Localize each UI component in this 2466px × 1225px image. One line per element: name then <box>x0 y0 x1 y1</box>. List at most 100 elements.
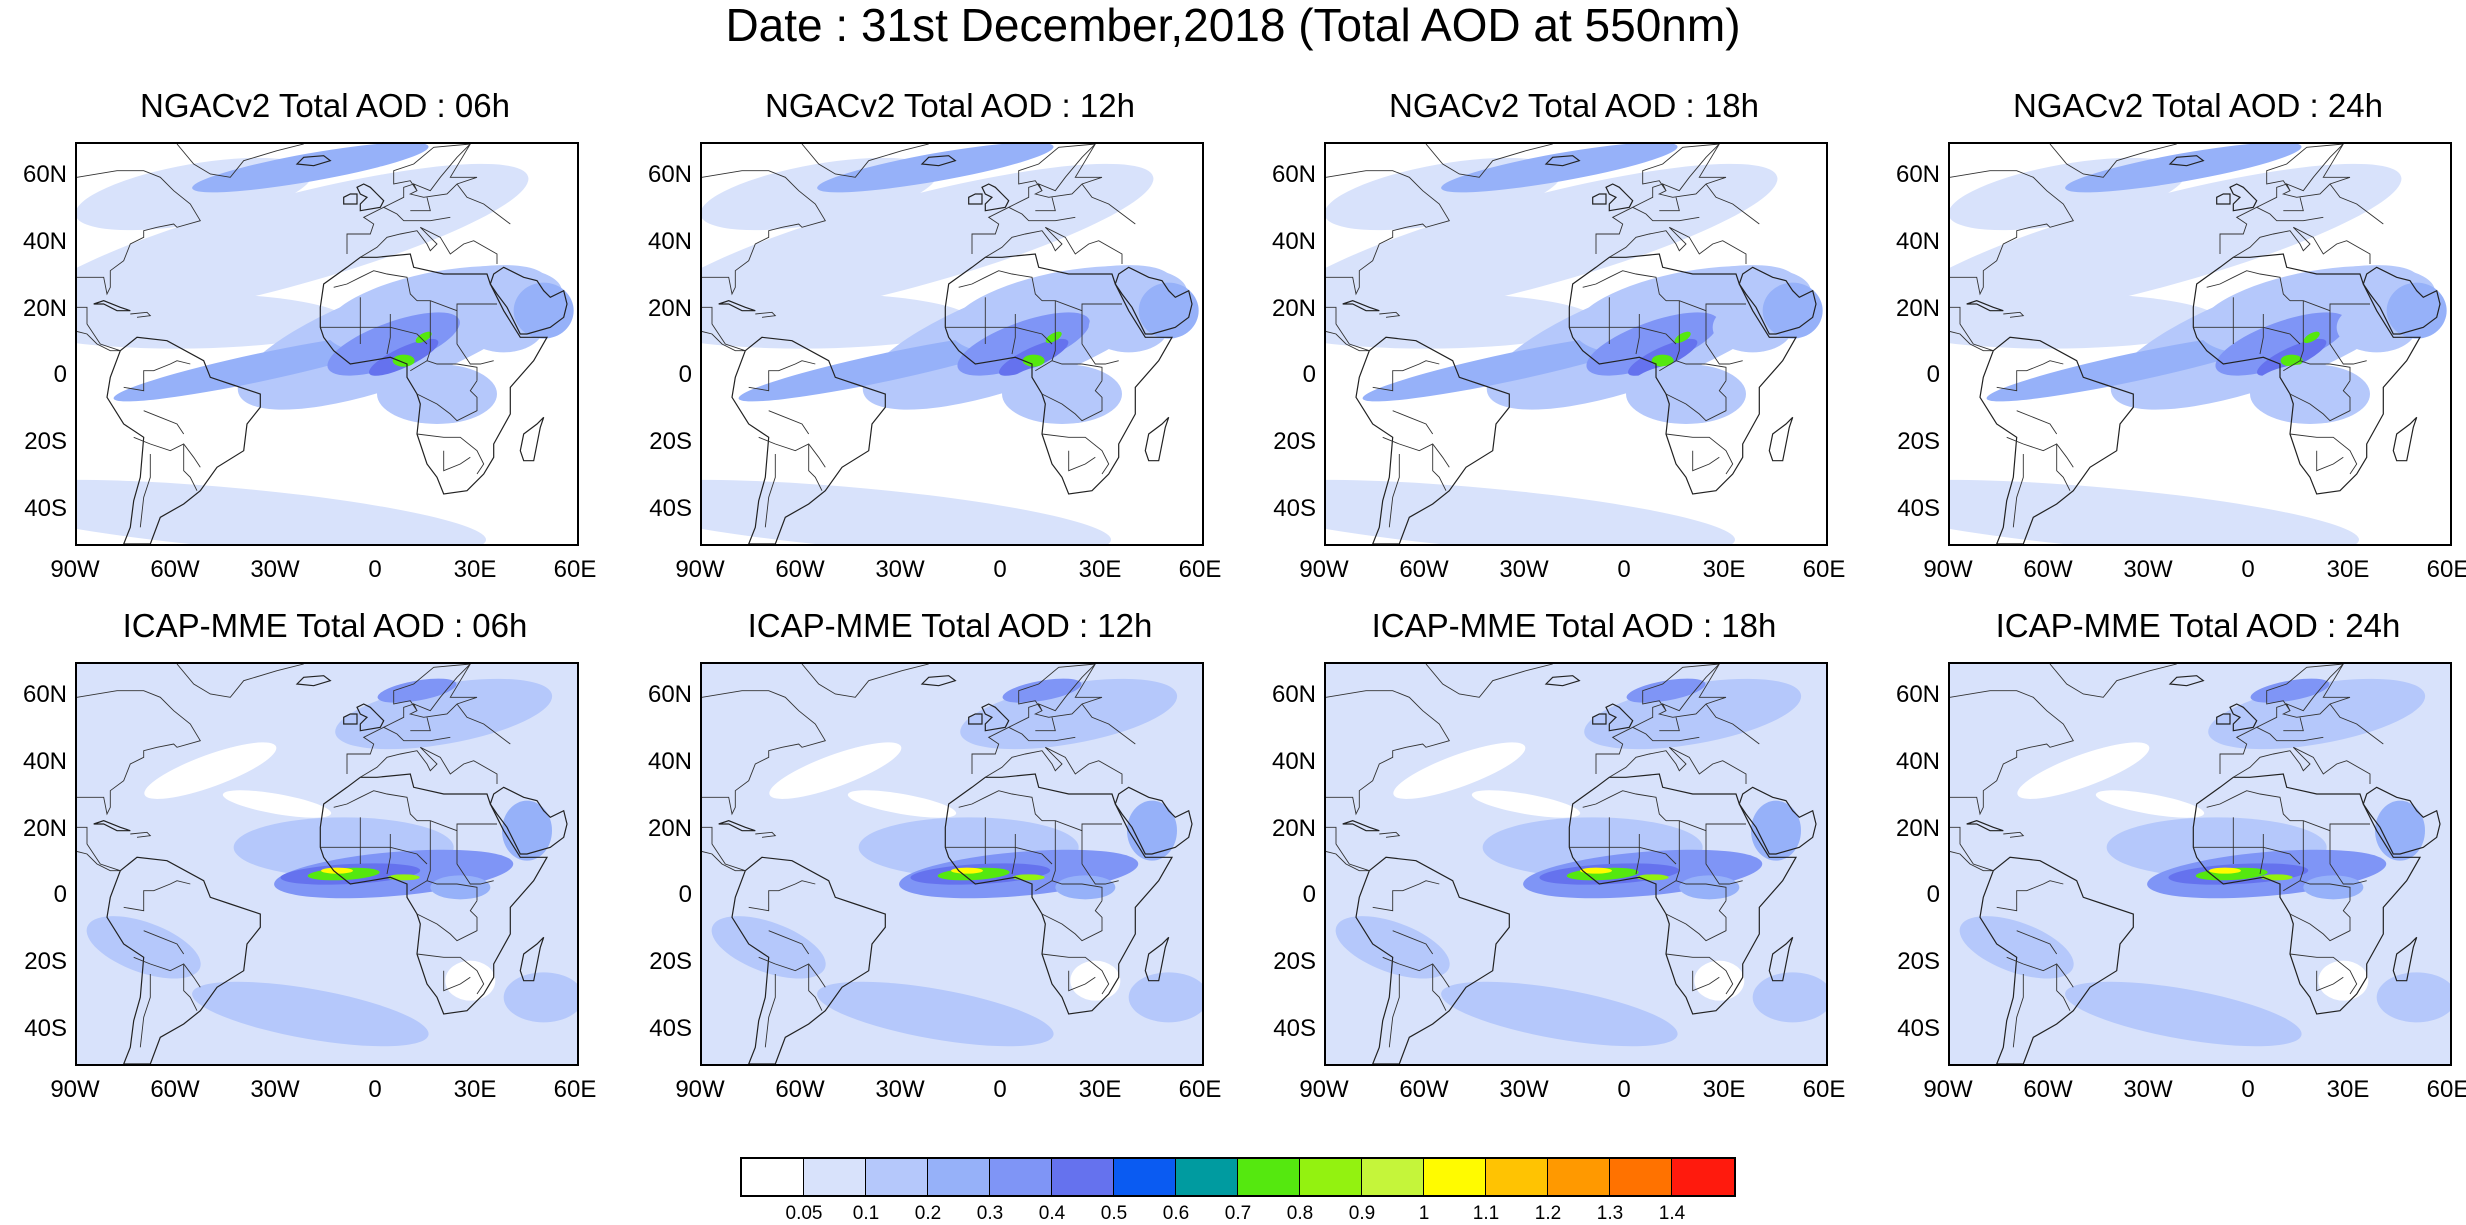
latitude-label: 40N <box>647 748 692 775</box>
longitude-label: 30W <box>250 1076 300 1103</box>
latitude-label: 40N <box>1271 228 1316 255</box>
map-canvas <box>1326 144 1823 544</box>
colorbar <box>740 1157 1736 1197</box>
longitude-label: 60W <box>150 556 200 583</box>
longitude-label: 30W <box>2123 1076 2173 1103</box>
aod-field <box>702 664 1202 1064</box>
map-canvas <box>1950 144 2447 544</box>
colorbar-swatch <box>866 1159 928 1195</box>
longitude-label: 0 <box>2241 1076 2255 1103</box>
map-panel <box>1324 662 1828 1066</box>
latitude-label: 20N <box>1895 294 1940 322</box>
longitude-label: 60E <box>553 1076 597 1103</box>
longitude-label: 90W <box>50 1076 100 1103</box>
latitude-label: 40S <box>1897 494 1940 522</box>
panel-title: ICAP-MME Total AOD : 24h <box>1995 607 2401 644</box>
colorbar-swatch <box>1548 1159 1610 1195</box>
aod-field <box>1950 144 2447 544</box>
map-panel <box>75 142 579 546</box>
map-panel <box>1948 662 2452 1066</box>
colorbar-label: 1 <box>1418 1203 1430 1224</box>
latitude-label: 20S <box>649 948 692 975</box>
coastlines <box>77 664 568 1064</box>
colorbar-swatch <box>1424 1159 1486 1195</box>
colorbar-label: 1.2 <box>1534 1203 1562 1224</box>
coastlines <box>1950 144 2441 544</box>
colorbar-label: 0.7 <box>1224 1203 1252 1224</box>
latitude-label: 20S <box>24 428 67 455</box>
colorbar-swatch <box>1300 1159 1362 1195</box>
longitude-label: 0 <box>1617 1076 1631 1103</box>
longitude-label: 60W <box>150 1076 200 1103</box>
aod-field <box>1950 664 2450 1064</box>
map-canvas <box>77 664 577 1064</box>
longitude-label: 30E <box>1702 1076 1746 1103</box>
longitude-label: 0 <box>993 556 1007 583</box>
longitude-label: 60E <box>2426 1076 2466 1103</box>
aod-field <box>77 144 574 544</box>
longitude-label: 30W <box>250 556 300 583</box>
colorbar-label: 1.3 <box>1596 1203 1624 1224</box>
longitude-label: 30E <box>453 556 497 583</box>
map-canvas <box>1950 664 2450 1064</box>
longitude-label: 0 <box>368 1076 382 1103</box>
latitude-label: 20S <box>1273 428 1316 455</box>
longitude-label: 30W <box>875 556 925 583</box>
aod-field <box>77 664 577 1064</box>
colorbar-swatch <box>742 1159 804 1195</box>
latitude-label: 20N <box>22 814 67 842</box>
latitude-label: 20S <box>1897 948 1940 975</box>
colorbar-swatch <box>1486 1159 1548 1195</box>
latitude-label: 60N <box>22 161 67 189</box>
latitude-label: 20N <box>22 294 67 322</box>
colorbar-swatch <box>1610 1159 1672 1195</box>
latitude-label: 0 <box>1302 881 1316 909</box>
latitude-label: 60N <box>1271 161 1316 189</box>
longitude-label: 30W <box>875 1076 925 1103</box>
panel-title: NGACv2 Total AOD : 24h <box>2013 87 2383 124</box>
longitude-label: 60E <box>1802 1076 1846 1103</box>
map-canvas <box>77 144 574 544</box>
latitude-label: 40S <box>1273 1014 1316 1042</box>
colorbar-swatch <box>804 1159 866 1195</box>
colorbar-label: 0.9 <box>1348 1203 1376 1224</box>
colorbar-label: 0.8 <box>1286 1203 1314 1224</box>
longitude-label: 0 <box>2241 556 2255 583</box>
panel-title: ICAP-MME Total AOD : 18h <box>1371 607 1777 644</box>
longitude-label: 60E <box>553 556 597 583</box>
longitude-label: 90W <box>675 1076 725 1103</box>
latitude-label: 0 <box>1926 361 1940 389</box>
latitude-label: 40S <box>24 1014 67 1042</box>
colorbar-swatch <box>1238 1159 1300 1195</box>
longitude-label: 60E <box>1178 556 1222 583</box>
colorbar-swatch <box>928 1159 990 1195</box>
latitude-label: 20N <box>647 294 692 322</box>
latitude-label: 60N <box>1895 161 1940 189</box>
latitude-label: 20N <box>1895 814 1940 842</box>
longitude-label: 30E <box>1078 556 1122 583</box>
longitude-label: 30W <box>1499 1076 1549 1103</box>
coastlines <box>1326 144 1817 544</box>
longitude-label: 30E <box>1078 1076 1122 1103</box>
map-canvas <box>702 664 1202 1064</box>
colorbar-swatch <box>990 1159 1052 1195</box>
latitude-label: 20S <box>24 948 67 975</box>
latitude-label: 60N <box>22 681 67 709</box>
longitude-label: 90W <box>1299 1076 1349 1103</box>
latitude-label: 40S <box>649 494 692 522</box>
latitude-label: 0 <box>678 881 692 909</box>
colorbar-swatch <box>1362 1159 1424 1195</box>
latitude-label: 20N <box>1271 814 1316 842</box>
longitude-label: 90W <box>675 556 725 583</box>
latitude-label: 60N <box>1895 681 1940 709</box>
longitude-label: 90W <box>1299 556 1349 583</box>
colorbar-label: 1.1 <box>1472 1203 1500 1224</box>
longitude-label: 60W <box>775 1076 825 1103</box>
latitude-label: 40S <box>1897 1014 1940 1042</box>
colorbar-swatch <box>1114 1159 1176 1195</box>
coastlines <box>702 664 1193 1064</box>
panel-title: NGACv2 Total AOD : 06h <box>140 87 510 124</box>
longitude-label: 60W <box>2023 1076 2073 1103</box>
latitude-label: 60N <box>1271 681 1316 709</box>
colorbar-label: 0.4 <box>1038 1203 1066 1224</box>
